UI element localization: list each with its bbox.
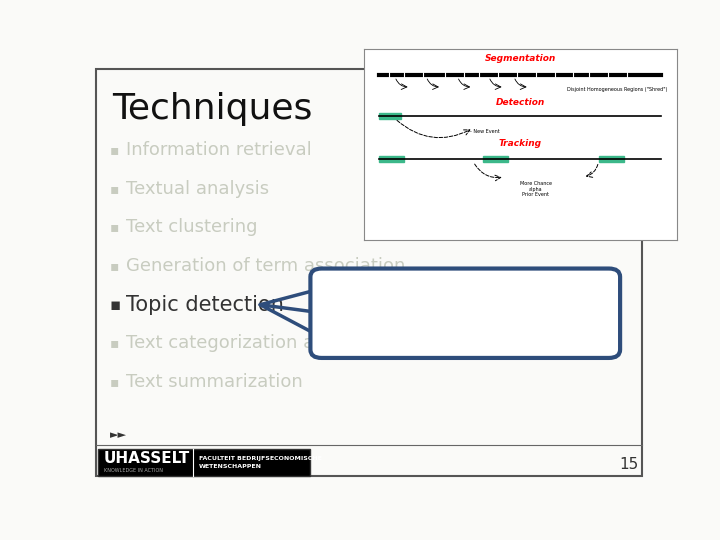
Text: ▪: ▪ <box>109 259 119 273</box>
FancyBboxPatch shape <box>96 69 642 476</box>
FancyBboxPatch shape <box>99 449 310 476</box>
Text: 15: 15 <box>619 457 638 472</box>
Text: •  Supervised models: • Supervised models <box>344 288 523 306</box>
Text: ▪: ▪ <box>109 143 119 157</box>
Text: Segmentation: Segmentation <box>485 53 556 63</box>
Text: ►►: ►► <box>109 430 127 440</box>
Text: •  Unsupervised models: • Unsupervised models <box>344 320 544 338</box>
Text: ▪: ▪ <box>109 181 119 195</box>
Text: KNOWLEDGE IN ACTION: KNOWLEDGE IN ACTION <box>104 468 163 472</box>
Text: Text summarization: Text summarization <box>126 373 303 391</box>
Text: Text clustering: Text clustering <box>126 218 258 237</box>
Bar <box>379 113 401 119</box>
Bar <box>379 156 405 161</box>
Bar <box>482 156 508 161</box>
Text: ▪: ▪ <box>109 220 119 234</box>
Text: Generation of term association: Generation of term association <box>126 257 405 275</box>
Text: ▪: ▪ <box>109 296 121 314</box>
Text: Techniques: Techniques <box>112 92 312 126</box>
Text: Text categorization and classification: Text categorization and classification <box>126 334 460 353</box>
Text: Textual analysis: Textual analysis <box>126 180 269 198</box>
Text: UHASSELT: UHASSELT <box>104 451 190 467</box>
Text: Topic detection: Topic detection <box>126 295 284 315</box>
Text: Tracking: Tracking <box>499 139 541 148</box>
Text: Detection: Detection <box>495 98 545 107</box>
FancyBboxPatch shape <box>310 268 620 358</box>
Text: WETENSCHAPPEN: WETENSCHAPPEN <box>199 464 262 469</box>
Text: Disjoint Homogeneous Regions ("Shred"): Disjoint Homogeneous Regions ("Shred") <box>567 87 667 92</box>
Text: More Chance
alpha
Prior Event: More Chance alpha Prior Event <box>520 181 552 198</box>
Text: — New Event: — New Event <box>467 130 500 134</box>
Bar <box>598 156 624 161</box>
Text: ▪: ▪ <box>109 375 119 389</box>
Text: ▪: ▪ <box>109 336 119 350</box>
Text: Information retrieval: Information retrieval <box>126 141 312 159</box>
Text: FACULTEIT BEDRIJFSECONOMISCHE: FACULTEIT BEDRIJFSECONOMISCHE <box>199 456 322 461</box>
